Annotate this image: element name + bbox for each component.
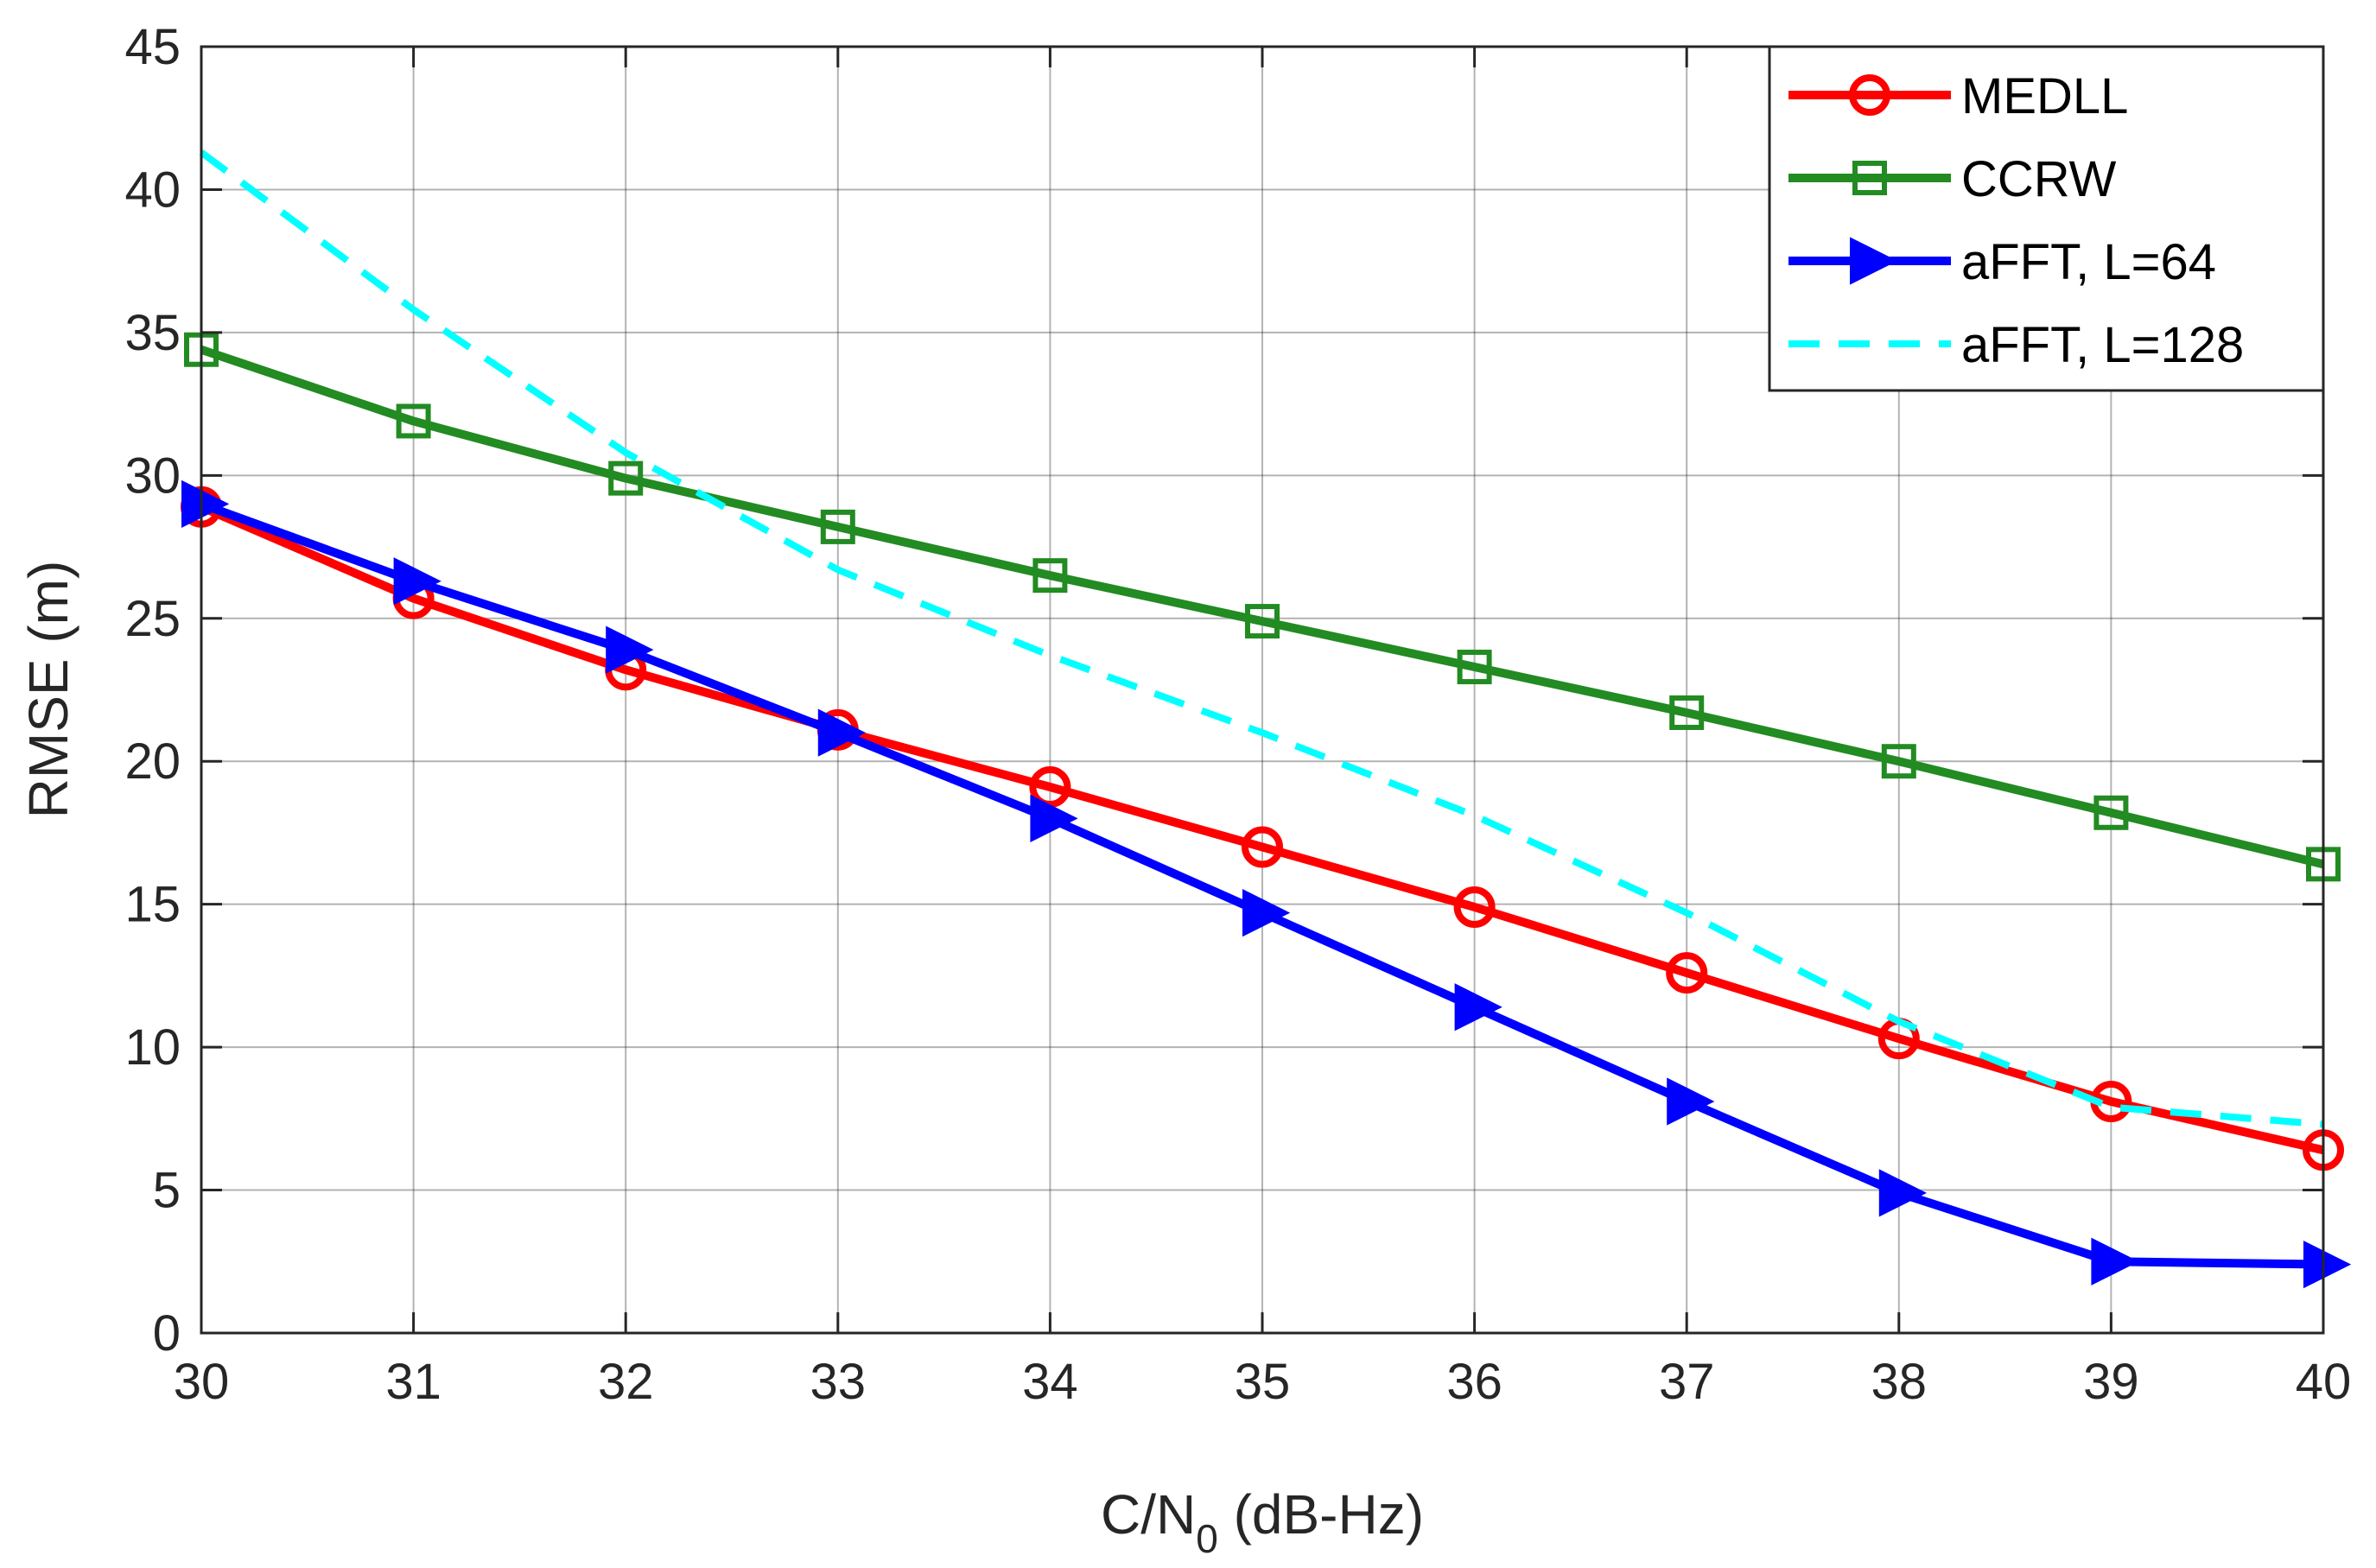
legend-entry: CCRW [1788,151,2117,207]
data-point [606,625,654,674]
x-axis-label-suffix: (dB-Hz) [1218,1483,1424,1546]
series-group [181,149,2352,1289]
x-ticks: 30 31 32 33 34 35 36 37 38 39 40 [174,47,2352,1410]
x-tick-label: 39 [2083,1354,2139,1410]
legend-label: MEDLL [1961,68,2128,124]
y-tick-label: 45 [124,19,181,75]
legend: MEDLL CCRW aFFT, L=64 aFFT, L=128 [1768,45,2325,392]
data-point [1878,1169,1928,1217]
data-point [1666,952,1708,994]
y-tick-label: 20 [124,733,181,790]
legend-label: aFFT, L=128 [1961,317,2244,373]
data-point [181,479,230,529]
legend-marker [1852,161,1887,195]
legend-label: CCRW [1961,151,2117,207]
x-tick-label: 34 [1022,1354,1078,1410]
series-afft-l-64 [181,479,2352,1289]
data-point [1032,558,1068,594]
y-tick-label: 10 [124,1019,181,1076]
y-tick-label: 15 [124,877,181,933]
x-tick-label: 35 [1235,1354,1291,1410]
data-point [1245,604,1280,639]
x-tick-label: 32 [598,1354,654,1410]
data-point [608,460,644,496]
data-point [2091,1237,2139,1286]
x-tick-label: 40 [2296,1354,2352,1410]
legend-entry: MEDLL [1788,68,2128,124]
x-axis-label-main: C/N [1101,1483,1196,1546]
x-axis-label: C/N0 (dB-Hz) [1101,1483,1424,1561]
x-tick-label: 31 [385,1354,442,1410]
data-point [1881,744,1916,779]
data-point [817,708,867,757]
legend-box [1768,45,2325,392]
series-afft-l-128 [199,149,2324,1128]
series-line [199,149,2324,1128]
x-tick-label: 38 [1871,1354,1928,1410]
data-point [1029,766,1071,809]
data-point [1030,794,1078,843]
series-line [200,346,2325,869]
data-point [1667,1077,1715,1126]
data-point [2093,795,2129,830]
y-tick-label: 5 [153,1163,181,1219]
legend-marker [1849,74,1890,116]
x-tick-label: 37 [1659,1354,1715,1410]
y-tick-label: 40 [124,162,181,218]
data-point [820,509,855,544]
x-axis-label-subscript: 0 [1196,1516,1218,1561]
data-point [1454,983,1502,1032]
y-tick-label: 0 [153,1305,181,1362]
data-point [393,557,442,606]
legend-entry: aFFT, L=128 [1788,317,2244,373]
y-axis-label: RMSE (m) [17,561,79,819]
legend-entry: aFFT, L=64 [1788,234,2216,290]
legend-marker [1850,237,1898,285]
data-point [2303,1240,2352,1289]
data-point [1457,650,1492,685]
x-tick-label: 30 [174,1354,230,1410]
data-point [1242,888,1291,937]
data-point [1242,826,1283,868]
y-tick-label: 30 [124,448,181,504]
series-line [200,503,2325,1155]
x-tick-label: 36 [1446,1354,1502,1410]
data-point [1453,886,1496,928]
legend-label: aFFT, L=64 [1961,234,2216,290]
data-point [1669,695,1705,730]
x-tick-label: 33 [810,1354,867,1410]
y-tick-label: 25 [124,591,181,647]
y-tick-label: 35 [124,305,181,361]
data-point [396,403,431,439]
